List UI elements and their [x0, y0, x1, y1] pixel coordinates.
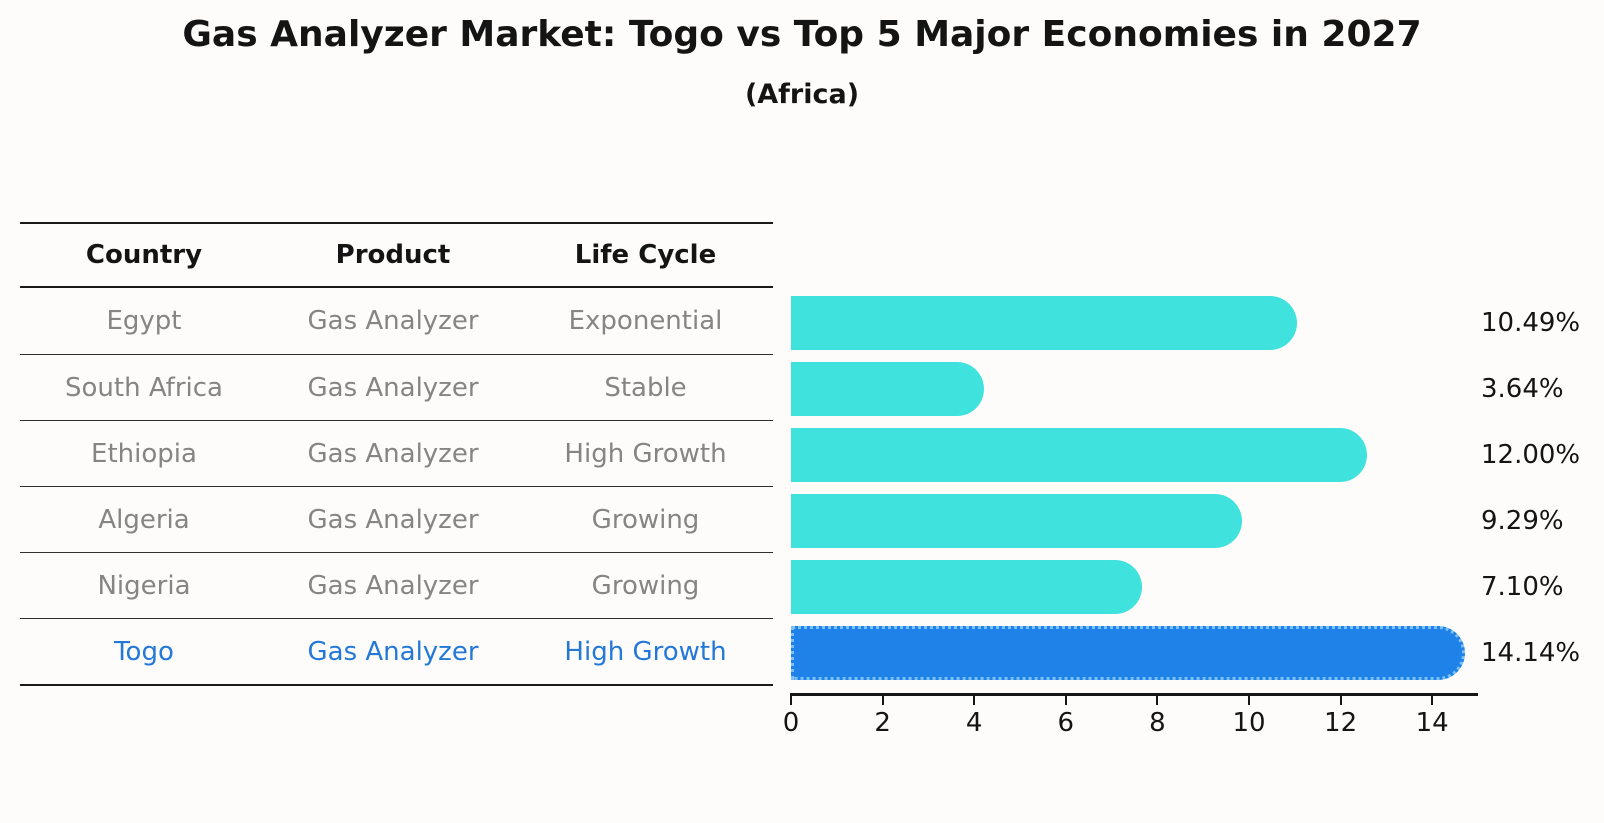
x-tick [973, 695, 976, 705]
bar-egypt [791, 296, 1297, 350]
bar-ethiopia [791, 428, 1367, 482]
bar-value-label: 10.49% [1481, 308, 1581, 338]
cell-country: Nigeria [97, 570, 191, 601]
x-tick [1156, 695, 1159, 705]
table-row: Ethiopia Gas Analyzer High Growth [20, 420, 773, 486]
bar-value-label: 7.10% [1481, 572, 1564, 602]
x-tick-label: 0 [782, 708, 800, 738]
cell-life-cycle: High Growth [564, 636, 727, 667]
x-tick-label: 14 [1415, 708, 1449, 738]
table-row: Algeria Gas Analyzer Growing [20, 486, 773, 552]
cell-life-cycle: High Growth [564, 438, 727, 469]
cell-product: Gas Analyzer [307, 504, 479, 535]
x-tick-label: 6 [1057, 708, 1075, 738]
cell-country: Togo [114, 636, 174, 667]
table-row: Togo Gas Analyzer High Growth [20, 618, 773, 684]
page-subtitle: (Africa) [744, 79, 860, 110]
cell-product: Gas Analyzer [307, 570, 479, 601]
table-row: Egypt Gas Analyzer Exponential [20, 288, 773, 354]
cell-product: Gas Analyzer [307, 372, 479, 403]
cell-product: Gas Analyzer [307, 306, 479, 336]
cell-country: Egypt [106, 306, 182, 336]
x-tick-label: 12 [1324, 708, 1358, 738]
cell-country: South Africa [65, 372, 223, 403]
x-tick [1339, 695, 1342, 705]
bar-nigeria [791, 560, 1142, 614]
cell-product: Gas Analyzer [307, 438, 479, 469]
x-tick [1431, 695, 1434, 705]
table-row: Nigeria Gas Analyzer Growing [20, 552, 773, 618]
cell-country: Algeria [98, 504, 190, 535]
x-tick [881, 695, 884, 705]
x-tick-label: 10 [1232, 708, 1266, 738]
cell-product: Gas Analyzer [307, 636, 479, 667]
x-tick [1064, 695, 1067, 705]
page-title: Gas Analyzer Market: Togo vs Top 5 Major… [182, 14, 1422, 55]
bar-south-africa [791, 362, 984, 416]
bar-value-label: 14.14% [1481, 638, 1581, 668]
bar-algeria [791, 494, 1242, 548]
cell-life-cycle: Stable [604, 372, 687, 403]
cell-life-cycle: Exponential [568, 306, 723, 336]
x-tick-label: 8 [1149, 708, 1166, 738]
x-tick-label: 4 [965, 708, 983, 738]
x-tick [1248, 695, 1250, 705]
x-tick [790, 695, 792, 705]
bar-value-label: 12.00% [1481, 440, 1581, 470]
bar-togo [791, 626, 1465, 680]
bar-value-label: 3.64% [1481, 374, 1564, 404]
cell-life-cycle: Growing [591, 504, 700, 535]
table-row: South Africa Gas Analyzer Stable [20, 354, 773, 420]
header-life-cycle: Life Cycle [574, 240, 717, 270]
cell-country: Ethiopia [91, 438, 197, 469]
bar-value-label: 9.29% [1481, 506, 1564, 536]
table-header-row: Country Product Life Cycle [20, 224, 773, 288]
comparison-table: Country Product Life Cycle Egypt Gas Anal… [20, 222, 773, 686]
x-tick-label: 2 [874, 708, 891, 738]
header-product: Product [335, 240, 451, 270]
cell-life-cycle: Growing [591, 570, 700, 601]
x-axis-line [790, 693, 1478, 696]
header-country: Country [85, 240, 203, 270]
